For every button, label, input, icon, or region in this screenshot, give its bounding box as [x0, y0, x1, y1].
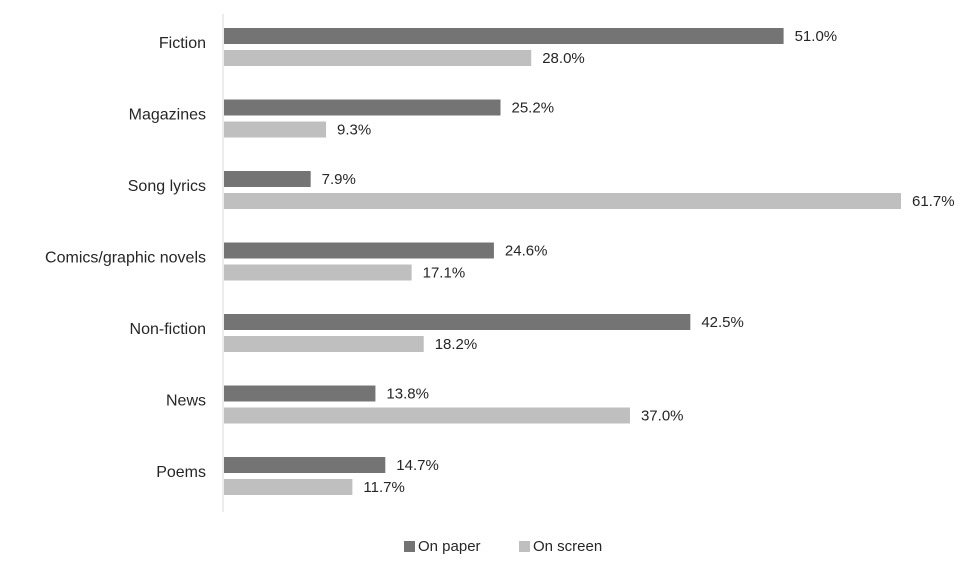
data-label-on-paper-news: 13.8%: [386, 386, 429, 403]
data-label-on-paper-magazines: 25.2%: [512, 100, 555, 117]
bar-on-screen-fiction: [224, 50, 532, 66]
category-label-poems: Poems: [156, 464, 206, 481]
category-label-comics-graphic-novels: Comics/graphic novels: [45, 250, 206, 267]
category-label-song-lyrics: Song lyrics: [128, 178, 206, 195]
bar-on-screen-news: [224, 407, 630, 424]
data-label-on-paper-poems: 14.7%: [396, 457, 439, 474]
data-labels: 51.0% 28.0% 25.2% 9.3% 7.9% 61.7% 24.6% 17.1% 42…: [322, 28, 955, 496]
data-label-on-screen-magazines: 9.3%: [337, 122, 371, 139]
bar-on-screen-comics-graphic-novels: [224, 264, 412, 281]
bar-on-screen-magazines: [224, 121, 327, 138]
data-label-on-paper-non-fiction: 42.5%: [701, 314, 744, 331]
data-label-on-paper-song-lyrics: 7.9%: [322, 171, 356, 188]
category-label-fiction: Fiction: [159, 35, 206, 52]
bar-on-paper-magazines: [224, 99, 501, 116]
category-label-magazines: Magazines: [129, 107, 206, 124]
bar-on-paper-comics-graphic-novels: [224, 242, 494, 259]
bar-on-paper-non-fiction: [224, 314, 691, 330]
data-label-on-paper-fiction: 51.0%: [795, 28, 838, 45]
data-label-on-screen-comics-graphic-novels: 17.1%: [423, 265, 466, 282]
data-label-on-screen-song-lyrics: 61.7%: [912, 193, 955, 210]
legend-swatch-on-screen: [519, 541, 530, 552]
bar-on-screen-poems: [224, 479, 353, 495]
category-label-news: News: [166, 393, 206, 410]
legend-label-on-screen: On screen: [533, 538, 602, 555]
data-label-on-screen-fiction: 28.0%: [542, 50, 585, 67]
data-label-on-screen-non-fiction: 18.2%: [435, 336, 478, 353]
category-labels: Fiction Magazines Song lyrics Comics/graphi…: [45, 35, 206, 481]
data-label-on-screen-news: 37.0%: [641, 408, 684, 425]
bar-on-paper-poems: [224, 457, 386, 473]
bars-group: [224, 28, 901, 495]
legend-label-on-paper: On paper: [418, 538, 481, 555]
bar-on-screen-non-fiction: [224, 336, 424, 352]
bar-on-paper-fiction: [224, 28, 784, 44]
legend: On paper On screen: [404, 538, 602, 555]
bar-on-paper-news: [224, 385, 376, 402]
data-label-on-paper-comics-graphic-novels: 24.6%: [505, 243, 548, 260]
data-label-on-screen-poems: 11.7%: [363, 479, 404, 496]
bar-on-screen-song-lyrics: [224, 193, 901, 209]
legend-swatch-on-paper: [404, 541, 415, 552]
bar-on-paper-song-lyrics: [224, 171, 311, 187]
category-label-non-fiction: Non-fiction: [130, 321, 206, 338]
